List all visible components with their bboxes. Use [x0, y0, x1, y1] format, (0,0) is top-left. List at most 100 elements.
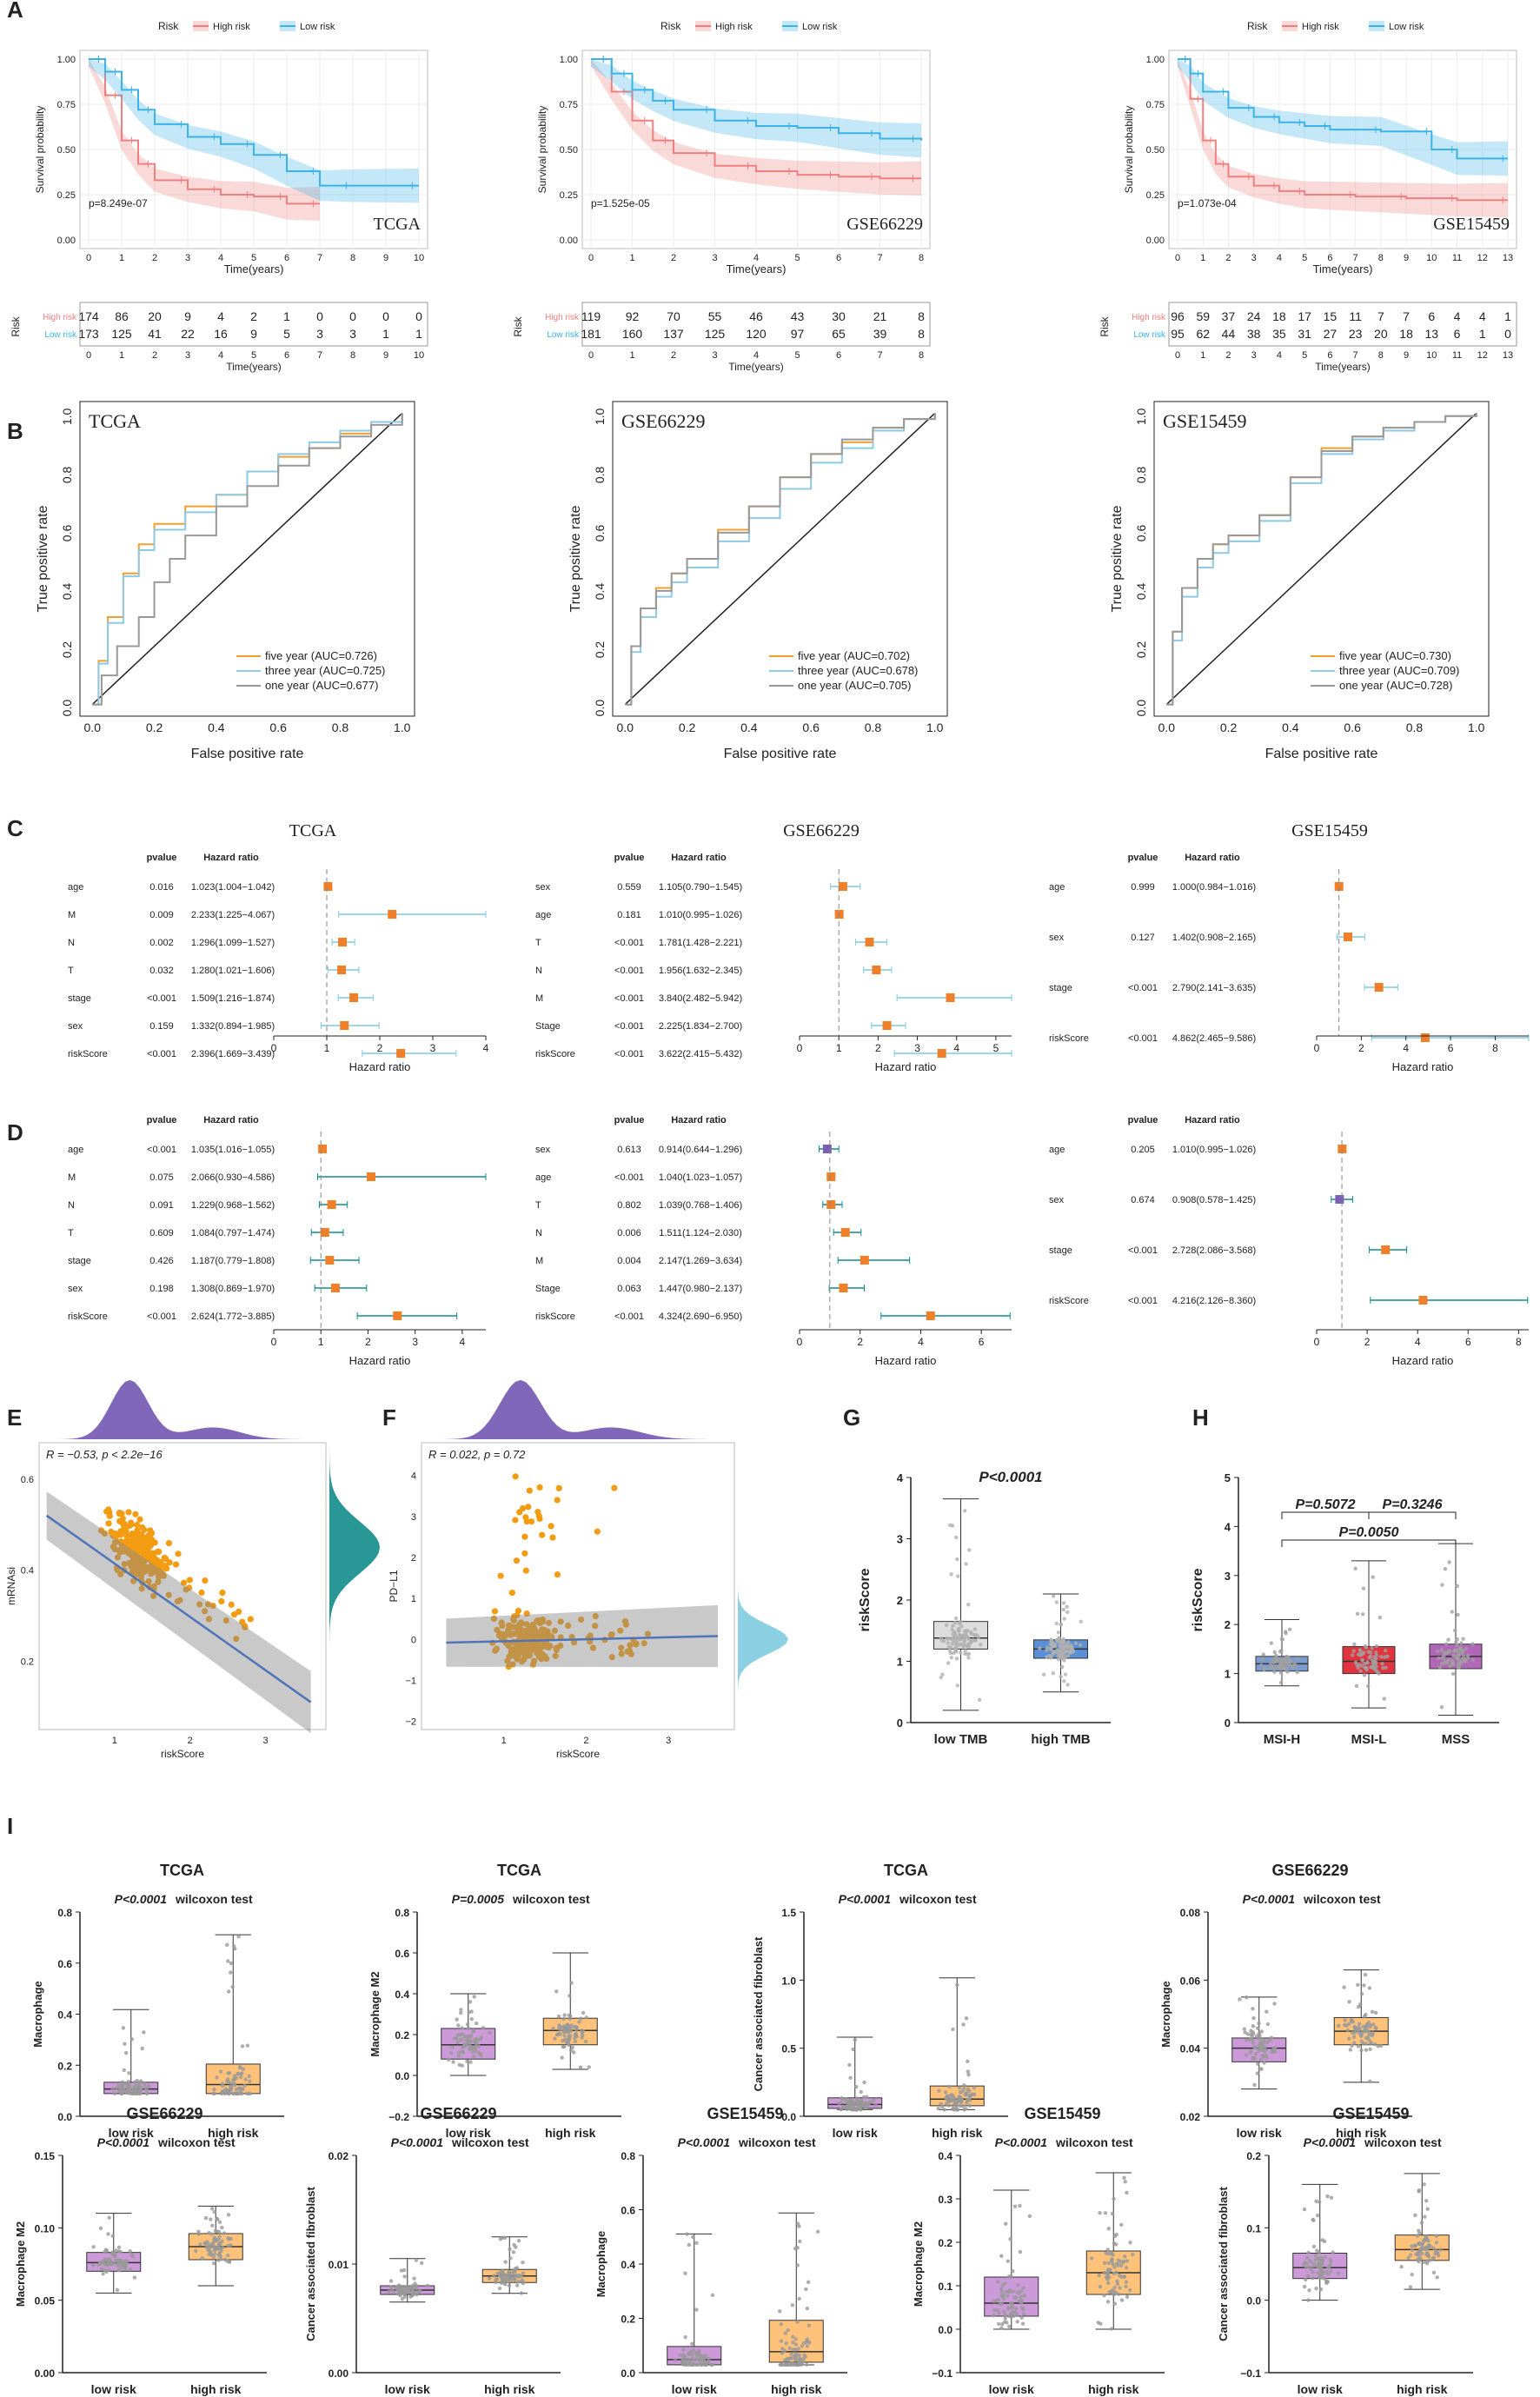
box-data-point	[1059, 1623, 1064, 1627]
immune-panel-test: wilcoxon test	[512, 1892, 590, 1906]
box-data-point	[950, 1627, 954, 1632]
forest-header-pvalue: pvalue	[1128, 853, 1158, 863]
box-data-point	[1357, 1663, 1362, 1667]
km-xtick-label: 7	[317, 253, 322, 263]
box-data-point	[1122, 2274, 1127, 2279]
box-data-point	[198, 2242, 202, 2247]
box-data-point	[561, 2029, 567, 2035]
risk-table-row-label: High risk	[545, 313, 580, 322]
box-data-point	[1329, 2195, 1334, 2200]
box-data-point	[954, 2108, 959, 2112]
box-data-point	[1063, 1672, 1068, 1677]
box-data-point	[694, 2307, 699, 2312]
box-data-point	[1020, 2321, 1026, 2326]
forest-row-hr-text: 4.324(2.690−6.950)	[659, 1311, 742, 1322]
box-data-point	[784, 2341, 788, 2346]
box-data-point	[209, 2244, 214, 2248]
box-y-axis-label: Macrophage	[31, 1981, 44, 2048]
box-data-point	[947, 2084, 952, 2089]
scatter-point	[233, 1635, 240, 1643]
box-data-point	[1251, 2024, 1256, 2028]
box-data-point	[1364, 2042, 1368, 2046]
box-data-point	[1336, 2271, 1341, 2275]
scatter-point	[147, 1527, 154, 1534]
box-ytick-label: −0.1	[932, 2367, 953, 2380]
forest-row-pvalue: 0.127	[1131, 933, 1155, 943]
box-data-point	[1446, 1637, 1450, 1642]
box-data-point	[129, 2037, 135, 2042]
box-data-point	[1078, 1643, 1083, 1648]
forest-x-axis-label: Hazard ratio	[875, 1354, 937, 1367]
box-data-point	[964, 2090, 969, 2095]
km-dataset-label: GSE15459	[1433, 215, 1510, 234]
immune-panel-test: wilcoxon test	[899, 1892, 977, 1906]
box-ytick-label: 0.8	[621, 2150, 635, 2162]
box-data-point	[803, 2354, 807, 2359]
km-plot-GSE66229: 0.000.250.500.751.000 1 2 3 4 5 6 7 8Time(years)…	[512, 20, 931, 373]
box-data-point	[1271, 1660, 1275, 1664]
box-data-point	[1013, 2306, 1019, 2311]
corr-xtick-label: 3	[666, 1736, 671, 1746]
scatter-point	[247, 1616, 254, 1623]
box-data-point	[1447, 1649, 1452, 1654]
forest-row-pvalue: 0.063	[617, 1284, 641, 1294]
scatter-point	[513, 1623, 520, 1630]
box-data-point	[554, 1989, 559, 1994]
risk-table-count: 6	[1428, 309, 1435, 323]
box-data-point	[846, 2100, 850, 2104]
forest-row-label: Stage	[535, 1284, 561, 1294]
corr-xtick-label: 1	[501, 1736, 507, 1746]
box-data-point	[961, 1643, 966, 1649]
box-data-point	[1439, 1648, 1444, 1652]
scatter-point	[499, 1622, 506, 1630]
scatter-point	[123, 1528, 129, 1535]
km-ytick-label: 0.50	[560, 145, 578, 156]
box-data-point	[211, 2261, 216, 2266]
box-data-point	[1356, 2025, 1361, 2029]
box-data-point	[1012, 2295, 1018, 2300]
box-data-point	[1050, 1640, 1054, 1644]
box-data-point	[1323, 2255, 1328, 2260]
box-data-point	[701, 2357, 706, 2361]
box-data-point	[1248, 2050, 1253, 2055]
box-data-point	[694, 2241, 699, 2246]
forest-row-hr-text: 0.908(0.578−1.425)	[1172, 1195, 1256, 1205]
risk-table-xtick: 7	[877, 350, 882, 361]
box-data-point	[1112, 2196, 1116, 2201]
box-data-point	[999, 2326, 1004, 2330]
box-data-point	[779, 2339, 784, 2343]
box-data-point	[1068, 1650, 1072, 1656]
forest-tick-label: 0	[797, 1336, 803, 1348]
risk-table-xtick: 8	[350, 350, 355, 361]
panel-letter-H: H	[1192, 1404, 1209, 1431]
forest-row-hr-text: 2.066(0.930−4.586)	[191, 1172, 275, 1183]
forest-row-label: N	[68, 938, 75, 948]
box-data-point	[953, 1616, 959, 1621]
forest-row-pvalue: <0.001	[614, 1049, 644, 1059]
box-data-point	[946, 1661, 951, 1665]
risk-table-count: 7	[1403, 309, 1410, 323]
box-data-point	[580, 2035, 584, 2040]
scatter-point	[101, 1530, 109, 1537]
box-data-point	[1118, 2263, 1124, 2268]
box-data-point	[859, 2089, 863, 2095]
box-data-point	[1359, 2048, 1364, 2053]
box-data-point	[219, 2257, 223, 2261]
forest-x-axis-label: Hazard ratio	[875, 1060, 937, 1073]
risk-table-xtick: 3	[712, 350, 717, 361]
box-ytick-label: 0.04	[1180, 2043, 1201, 2055]
box-data-point	[1107, 2289, 1112, 2294]
box-data-point	[1261, 1657, 1265, 1661]
box-data-point	[516, 2280, 521, 2284]
box-data-point	[1284, 1630, 1288, 1636]
forest-tick-label: 4	[918, 1336, 924, 1348]
box-data-point	[1460, 1649, 1464, 1654]
box-data-point	[472, 2055, 476, 2059]
box-data-point	[1301, 2262, 1306, 2267]
box-data-point	[804, 2287, 808, 2292]
km-xtick-label: 8	[1378, 253, 1384, 263]
box-data-point	[460, 2026, 464, 2030]
box-data-point	[123, 2042, 127, 2046]
box-ytick-label: 0	[897, 1716, 903, 1730]
scatter-point	[520, 1641, 528, 1648]
